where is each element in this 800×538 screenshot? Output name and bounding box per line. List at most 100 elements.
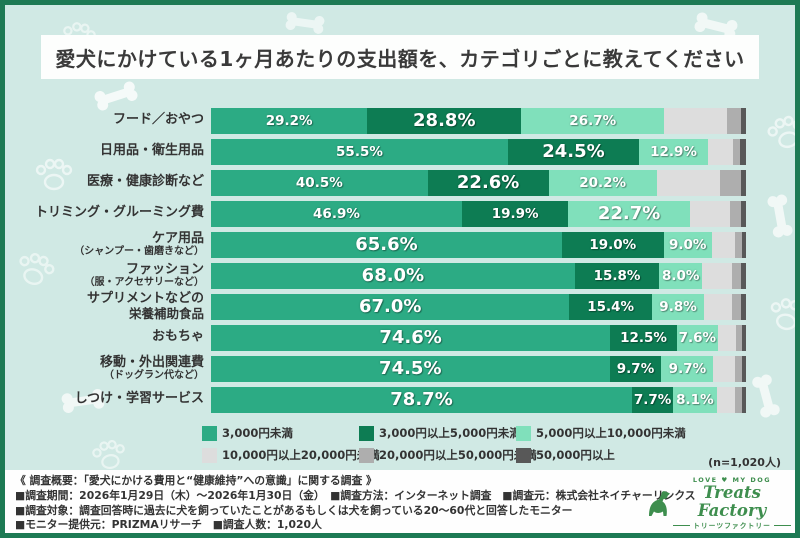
legend-color-chip bbox=[359, 447, 374, 463]
bar-segment: 22.6% bbox=[427, 169, 549, 196]
segment-value-label: 40.5% bbox=[295, 174, 343, 191]
survey-monitor: ■モニター提供元：PRIZMAリサーチ ■調査人数：1,020人 bbox=[15, 518, 322, 532]
bar-segment bbox=[719, 169, 741, 196]
segment-value-label: 15.8% bbox=[593, 267, 641, 284]
legend-color-chip bbox=[516, 425, 531, 441]
category-label: ケア用品 （シャンプー・歯磨きなど） bbox=[74, 230, 204, 258]
legend-color-chip bbox=[202, 425, 217, 441]
segment-value-label: 28.8% bbox=[413, 110, 476, 131]
bar-segment: 9.7% bbox=[609, 355, 662, 382]
bar-segment bbox=[711, 231, 735, 258]
bar-segment: 12.9% bbox=[638, 138, 708, 165]
legend-label: 10,000円以上20,000円未満 bbox=[222, 448, 380, 462]
stacked-bar: 68.0% 15.8% 8.0% bbox=[211, 262, 746, 289]
category-label: ファッション （服・アクセサリーなど） bbox=[84, 261, 205, 289]
logo-text: LOVE ♥ MY DOG Treats Factory トリーツファクトリー bbox=[673, 476, 791, 530]
bar-segment bbox=[730, 200, 742, 227]
bar-segment bbox=[717, 324, 736, 351]
legend-item: 5,000円以上10,000円未満 bbox=[516, 425, 756, 441]
legend-item: 3,000円未満 bbox=[202, 425, 359, 441]
survey-footer: 《 調査概要：「愛犬にかける費用と“健康維持”への意識」に関する調査 》 ■調査… bbox=[5, 470, 795, 533]
survey-period-method: ■調査期間：2026年1月29日（木）～2026年1月30日（金） ■調査方法：… bbox=[15, 488, 696, 502]
bar-row: 日用品・衛生用品 55.5% 24.5% 12.9% bbox=[5, 136, 795, 167]
chart-legend: 3,000円未満 3,000円以上5,000円未満 5,000円以上10,000円未… bbox=[202, 425, 756, 463]
bar-segment bbox=[741, 355, 746, 382]
segment-value-label: 12.5% bbox=[620, 329, 667, 346]
segment-value-label: 22.7% bbox=[597, 203, 661, 224]
bar-segment bbox=[735, 386, 742, 413]
bar-row: しつけ・学習サービス 78.7% 7.7% 8.1% bbox=[5, 384, 795, 415]
category-label: おもちゃ bbox=[151, 329, 204, 345]
legend-label: 20,000円以上50,000円未満 bbox=[379, 448, 537, 462]
survey-overview-title: 《 調査概要：「愛犬にかける費用と“健康維持”への意識」に関する調査 》 bbox=[15, 474, 377, 487]
paw-print-icon bbox=[92, 439, 125, 470]
legend-color-chip bbox=[516, 447, 531, 463]
sample-size-note: (n=1,020人) bbox=[708, 456, 781, 469]
bar-segment bbox=[664, 107, 727, 134]
bar-segment bbox=[713, 355, 735, 382]
bar-segment: 15.4% bbox=[569, 293, 652, 320]
stacked-bar: 67.0% 15.4% 9.8% bbox=[211, 293, 746, 320]
segment-value-label: 26.7% bbox=[569, 112, 617, 129]
stacked-bar: 40.5% 22.6% 20.2% bbox=[211, 169, 746, 196]
bone-icon bbox=[285, 12, 325, 34]
bar-segment: 22.7% bbox=[568, 200, 690, 227]
bar-segment bbox=[726, 107, 742, 134]
bar-segment bbox=[702, 262, 733, 289]
segment-value-label: 9.0% bbox=[668, 236, 707, 253]
stacked-bar-chart: フード／おやつ 29.2% 28.8% 26.7% 日用品・衛生用品 55.5% 24.5%… bbox=[5, 105, 795, 415]
category-label: 移動・外出関連費 （ドッグラン代など） bbox=[99, 354, 204, 382]
segment-value-label: 46.9% bbox=[313, 205, 360, 222]
bar-segment bbox=[740, 169, 746, 196]
bar-segment: 28.8% bbox=[367, 107, 522, 134]
stacked-bar: 74.5% 9.7% 9.7% bbox=[211, 355, 746, 382]
bar-segment bbox=[734, 355, 742, 382]
segment-value-label: 8.0% bbox=[661, 267, 700, 284]
bar-segment: 78.7% bbox=[211, 386, 633, 413]
legend-label: 3,000円未満 bbox=[222, 426, 293, 440]
segment-value-label: 12.9% bbox=[650, 143, 697, 160]
bar-segment bbox=[716, 386, 736, 413]
bar-segment: 67.0% bbox=[211, 293, 570, 320]
category-label: トリミング・グルーミング費 bbox=[34, 205, 204, 221]
legend-color-chip bbox=[359, 425, 374, 441]
legend-item: 3,000円以上5,000円未満 bbox=[359, 425, 521, 441]
bar-segment bbox=[732, 293, 741, 320]
bar-segment bbox=[741, 107, 746, 134]
bar-segment: 29.2% bbox=[211, 107, 368, 134]
bar-segment bbox=[732, 262, 741, 289]
legend-label: 3,000円以上5,000円未満 bbox=[379, 426, 521, 440]
segment-value-label: 74.6% bbox=[379, 327, 442, 348]
bar-segment: 24.5% bbox=[507, 138, 639, 165]
bar-row: おもちゃ 74.6% 12.5% 7.6% bbox=[5, 322, 795, 353]
bar-segment: 19.9% bbox=[461, 200, 569, 227]
bar-segment bbox=[741, 231, 746, 258]
bar-segment bbox=[740, 293, 746, 320]
category-label: しつけ・学習サービス bbox=[74, 391, 204, 407]
segment-value-label: 78.7% bbox=[390, 389, 453, 410]
bar-segment: 40.5% bbox=[211, 169, 428, 196]
legend-item: 50,000円以上 bbox=[516, 447, 756, 463]
bar-segment bbox=[740, 262, 746, 289]
logo-rule-right bbox=[773, 524, 791, 526]
bar-segment: 9.0% bbox=[663, 231, 712, 258]
segment-value-label: 20.2% bbox=[579, 174, 627, 191]
segment-value-label: 55.5% bbox=[336, 143, 383, 160]
stacked-bar: 29.2% 28.8% 26.7% bbox=[211, 107, 746, 134]
logo-katakana-row: トリーツファクトリー bbox=[673, 520, 791, 530]
bar-segment bbox=[704, 293, 733, 320]
bar-row: ケア用品 （シャンプー・歯磨きなど） 65.6% 19.0% 9.0% bbox=[5, 229, 795, 260]
segment-value-label: 15.4% bbox=[587, 298, 635, 315]
legend-item: 10,000円以上20,000円未満 bbox=[202, 447, 380, 463]
bar-row: トリミング・グルーミング費 46.9% 19.9% 22.7% bbox=[5, 198, 795, 229]
bar-segment bbox=[734, 231, 742, 258]
bar-segment: 20.2% bbox=[548, 169, 657, 196]
bar-segment: 74.6% bbox=[211, 324, 611, 351]
logo-tagline: LOVE ♥ MY DOG bbox=[692, 476, 772, 484]
stacked-bar: 55.5% 24.5% 12.9% bbox=[211, 138, 746, 165]
category-label: サプリメントなどの 栄養補助食品 bbox=[86, 291, 204, 321]
bar-segment bbox=[740, 138, 746, 165]
bar-segment: 7.6% bbox=[676, 324, 718, 351]
category-label: フード／おやつ bbox=[112, 112, 204, 128]
bar-segment: 7.7% bbox=[632, 386, 674, 413]
